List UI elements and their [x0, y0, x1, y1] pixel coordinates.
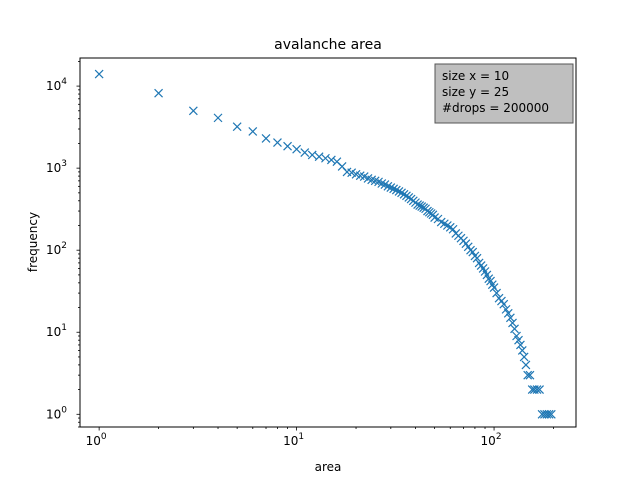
- data-point-marker: [389, 184, 399, 194]
- data-point-marker: [492, 288, 502, 298]
- data-point-marker: [292, 144, 302, 154]
- data-point-marker: [489, 283, 499, 293]
- data-point-marker: [525, 370, 535, 380]
- data-point-marker: [394, 187, 404, 196]
- data-point-marker: [399, 189, 409, 199]
- data-point-marker: [546, 409, 556, 419]
- data-point-marker: [523, 370, 533, 380]
- data-point-marker: [386, 183, 396, 192]
- data-point-marker: [154, 88, 164, 98]
- annotation-size-x: size x = 10: [442, 69, 509, 83]
- data-point-marker: [508, 318, 517, 328]
- data-point-marker: [273, 138, 282, 147]
- data-point-marker: [377, 179, 387, 188]
- annotation-size-y: size y = 25: [442, 85, 509, 99]
- data-point-marker: [499, 299, 509, 309]
- data-point-marker: [397, 188, 406, 198]
- data-point-marker: [532, 385, 542, 395]
- data-point-marker: [428, 210, 438, 220]
- data-point-marker: [283, 141, 292, 151]
- data-point-marker: [472, 253, 482, 263]
- data-point-marker: [213, 113, 223, 123]
- data-point-marker: [248, 127, 258, 136]
- data-point-marker: [544, 409, 554, 419]
- data-point-marker: [514, 335, 523, 345]
- data-point-marker: [232, 122, 242, 132]
- annotation-box: size x = 10 size y = 25 #drops = 200000: [434, 63, 574, 124]
- data-point-marker: [521, 360, 531, 370]
- data-point-marker: [519, 352, 529, 362]
- plot-area-frame: [79, 57, 577, 428]
- annotation-background: [434, 63, 574, 124]
- data-point-marker: [188, 106, 198, 116]
- data-point-marker: [510, 324, 519, 334]
- x-axis-label: area: [315, 460, 342, 474]
- data-point-marker: [516, 340, 525, 350]
- data-point-marker: [448, 224, 458, 234]
- data-point-marker: [391, 185, 401, 195]
- data-point-marker: [517, 346, 527, 355]
- data-point-marker: [383, 181, 393, 191]
- chart-title: avalanche area: [274, 37, 382, 53]
- data-point-marker: [307, 150, 317, 160]
- data-point-marker: [370, 176, 380, 186]
- data-markers: [94, 69, 556, 419]
- data-point-marker: [321, 153, 330, 163]
- data-point-marker: [535, 385, 544, 395]
- y-axis-label: frequency: [26, 212, 40, 272]
- data-point-marker: [300, 148, 310, 157]
- data-point-marker: [505, 313, 515, 323]
- annotation-drops: #drops = 200000: [442, 101, 549, 115]
- data-point-marker: [503, 308, 513, 318]
- data-point-marker: [94, 69, 104, 79]
- data-point-marker: [261, 134, 271, 143]
- data-point-marker: [326, 155, 336, 165]
